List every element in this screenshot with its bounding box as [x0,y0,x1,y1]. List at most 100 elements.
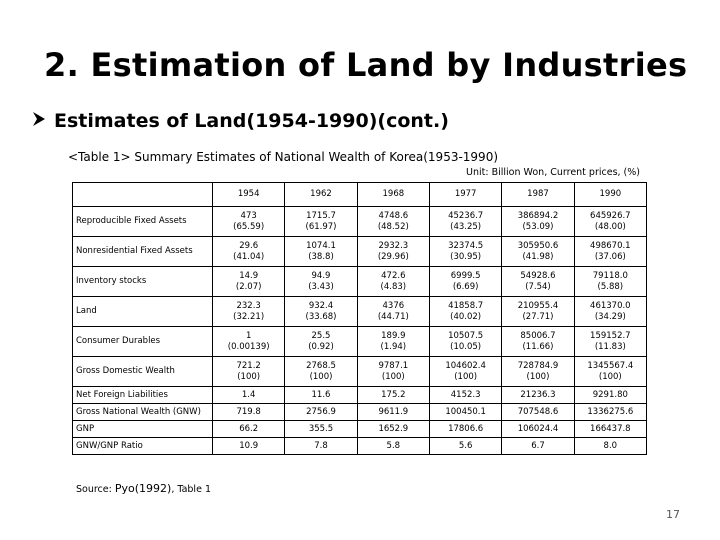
slide-title: 2. Estimation of Land by Industries [44,46,688,84]
cell-share: (3.43) [308,281,334,292]
cell-value: 210955.4 [517,301,559,312]
table-cell: 2768.5 (100) [284,356,358,387]
cell-value: 7.8 [314,440,328,451]
cell-value: 1336275.6 [587,406,634,417]
table-cell: 1.4 [211,386,286,404]
cell-share: (48.00) [594,221,626,232]
cell-share: (38.8) [308,251,334,262]
cell-share: (44.71) [377,311,409,322]
cell-value: 4748.6 [378,211,409,222]
table-cell: 1074.1 (38.8) [284,236,358,267]
cell-value: 29.6 [239,241,259,252]
cell-share: (27.71) [522,311,554,322]
row-label: Land [72,296,213,327]
row-label: Net Foreign Liabilities [72,386,213,404]
cell-value: 2768.5 [306,361,336,372]
table-cell: 473 (65.59) [211,206,286,237]
table-cell: 32374.5 (30.95) [428,236,503,267]
cell-value: 100450.1 [445,406,486,417]
cell-value: 5.6 [458,440,473,451]
table-row: Nonresidential Fixed Assets 29.6 (41.04) 10… [72,236,648,267]
table-cell: 1715.7 (61.97) [284,206,358,237]
table-cell: 54928.6 (7.54) [501,266,575,297]
cell-share: (5.88) [597,281,624,292]
table-cell: 2756.9 [284,403,358,421]
row-label: GNW/GNP Ratio [72,437,213,455]
table-row: Gross National Wealth (GNW) 719.8 2756.9 96… [72,403,648,421]
cell-value: 6.7 [531,440,545,451]
table-header-row: 1954 1962 1968 1977 1987 1990 [72,182,648,207]
cell-value: 645926.7 [590,211,631,222]
cell-value: 10.9 [239,440,259,451]
cell-share: (2.07) [235,281,262,292]
cell-value: 9787.1 [378,361,409,372]
cell-value: 707548.6 [517,406,559,417]
table-cell: 305950.6 (41.98) [501,236,575,267]
header-year: 1962 [284,182,358,207]
cell-share: (11.83) [594,341,626,352]
bullet-text: Estimates of Land(1954-1990)(cont.) [54,110,449,132]
cell-share: (37.06) [594,251,626,262]
page-number: 17 [666,508,680,521]
table-cell: 6.7 [501,437,575,455]
cell-share: (65.59) [233,221,265,232]
cell-value: 472.6 [381,271,406,282]
table-caption: <Table 1> Summary Estimates of National … [68,150,499,164]
cell-share: (32.21) [233,311,265,322]
cell-share: (100) [309,371,333,382]
table-cell: 10507.5 (10.05) [428,326,503,357]
table-cell: 472.6 (4.83) [356,266,430,297]
cell-value: 2756.9 [306,406,336,417]
table-cell: 1652.9 [356,420,430,438]
cell-value: 106024.4 [517,423,559,434]
cell-value: 189.9 [381,331,406,342]
cell-share: (1.94) [380,341,407,352]
table-cell: 79118.0 (5.88) [573,266,648,297]
cell-share: (43.25) [450,221,482,232]
table-cell: 707548.6 [501,403,575,421]
table-cell: 25.5 (0.92) [284,326,358,357]
table-cell: 461370.0 (34.29) [573,296,648,327]
cell-value: 54928.6 [520,271,556,282]
cell-value: 305950.6 [517,241,559,252]
header-year: 1987 [501,182,575,207]
cell-value: 159152.7 [590,331,631,342]
cell-share: (53.09) [522,221,554,232]
cell-share: (7.54) [525,281,551,292]
cell-share: (11.66) [522,341,554,352]
cell-share: (30.95) [450,251,482,262]
table-cell: 386894.2 (53.09) [501,206,575,237]
table-cell: 5.6 [428,437,503,455]
table-cell: 94.9 (3.43) [284,266,358,297]
table-row: Net Foreign Liabilities 1.4 11.6 175.2 4152.… [72,386,648,404]
cell-value: 1652.9 [378,423,409,434]
cell-share: (100) [454,371,478,382]
table-cell: 166437.8 [573,420,648,438]
table-cell: 10.9 [211,437,286,455]
table-cell: 5.8 [356,437,430,455]
national-wealth-table: 1954 1962 1968 1977 1987 1990 Reproducib… [72,182,648,455]
cell-value: 41858.7 [448,301,484,312]
table-cell: 21236.3 [501,386,575,404]
cell-value: 1 [245,331,252,342]
table-cell: 100450.1 [428,403,503,421]
cell-value: 14.9 [239,271,259,282]
cell-value: 2932.3 [378,241,409,252]
row-label: Consumer Durables [72,326,213,357]
table-cell: 232.3 (32.21) [211,296,286,327]
cell-value: 66.2 [239,423,259,434]
arrow-bullet-icon [32,110,46,132]
table-cell: 9611.9 [356,403,430,421]
table-cell: 11.6 [284,386,358,404]
table-cell: 14.9 (2.07) [211,266,286,297]
table-cell: 106024.4 [501,420,575,438]
cell-share: (48.52) [377,221,409,232]
cell-share: (33.68) [305,311,337,322]
cell-share: (34.29) [594,311,626,322]
table-cell: 1 (0.00139) [211,326,286,357]
row-label: Inventory stocks [72,266,213,297]
cell-value: 461370.0 [590,301,631,312]
cell-value: 721.2 [236,361,261,372]
cell-value: 232.3 [236,301,261,312]
source-note: Source: Pyo(1992), Table 1 [76,482,211,495]
